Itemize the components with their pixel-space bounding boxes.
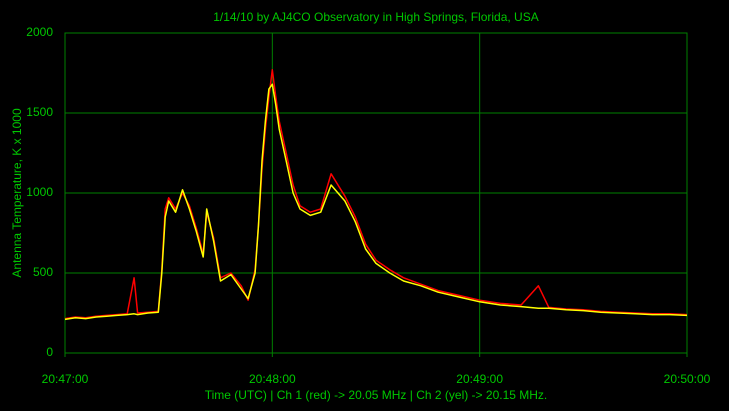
y-tick-label: 500: [33, 265, 53, 279]
y-tick-label: 1000: [26, 185, 53, 199]
y-tick-label: 1500: [26, 105, 53, 119]
x-tick-label: 20:49:00: [456, 372, 503, 386]
plot-frame: [64, 32, 688, 354]
series-line: [64, 83, 688, 321]
x-axis-label: Time (UTC) | Ch 1 (red) -> 20.05 MHz | C…: [205, 388, 548, 402]
x-tick-label: 20:50:00: [664, 372, 711, 386]
y-axis-label: Antenna Temperature, K x 1000: [10, 108, 24, 278]
y-tick-label: 0: [46, 345, 53, 359]
x-tick-label: 20:48:00: [249, 372, 296, 386]
chart-title: 1/14/10 by AJ4CO Observatory in High Spr…: [213, 10, 538, 24]
y-tick-label: 2000: [26, 25, 53, 39]
x-tick-label: 20:47:00: [42, 372, 89, 386]
